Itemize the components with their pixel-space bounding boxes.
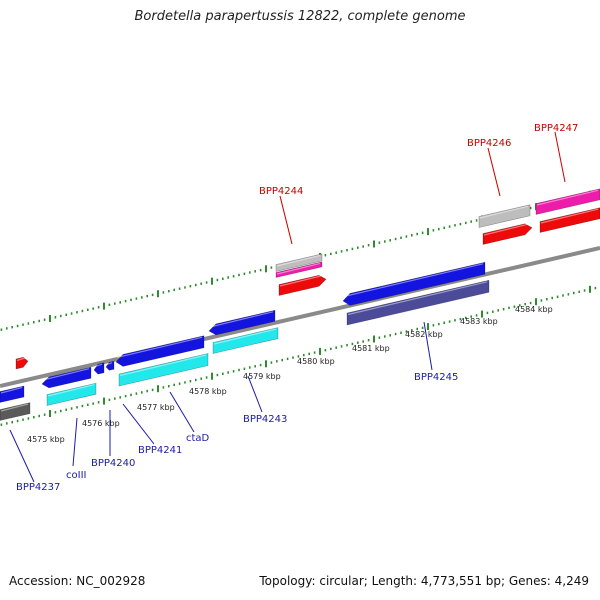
feature-red-4244[interactable] — [278, 274, 327, 296]
feature-red-4246[interactable] — [482, 223, 533, 245]
leader-line-bpp4237 — [9, 429, 35, 483]
gene-label-bpp4241[interactable]: BPP4241 — [138, 445, 182, 456]
feature-magenta-4247-shine — [536, 189, 599, 206]
kbp-marker: 4578 kbp — [189, 387, 227, 396]
feature-red-small-shine — [16, 357, 27, 362]
feature-grey-light-4246[interactable] — [478, 204, 531, 228]
feature-grey-light-4244[interactable] — [275, 253, 323, 272]
gene-label-coiii[interactable]: coIII — [66, 470, 86, 481]
feature-grey-light-4244-shine — [276, 254, 321, 267]
gene-labels: BPP4237 coIII BPP4240 BPP4241 ctaD BPP42… — [16, 123, 578, 493]
leader-line-bpp4244 — [279, 195, 293, 245]
gene-label-bpp4245[interactable]: BPP4245 — [414, 372, 458, 383]
gene-label-bpp4244[interactable]: BPP4244 — [259, 186, 303, 197]
genome-info-text: Topology: circular; Length: 4,773,551 bp… — [259, 574, 589, 588]
leader-line-bpp4241 — [122, 403, 155, 445]
feature-blue-4243-shine — [209, 311, 274, 328]
feature-magenta-4247[interactable] — [535, 188, 600, 215]
feature-blue-coiii-shine — [42, 368, 90, 381]
genome-backbone — [0, 246, 600, 388]
leader-line-ctad — [169, 391, 195, 433]
kbp-marker: 4576 kbp — [82, 419, 120, 428]
feature-red-4247[interactable] — [539, 207, 600, 233]
feature-cyan-ctad-shine — [119, 354, 207, 377]
leader-line-bpp4247 — [554, 131, 566, 183]
feature-slate-4245[interactable] — [346, 279, 490, 326]
kbp-marker: 4581 kbp — [352, 344, 390, 353]
gene-label-bpp4240[interactable]: BPP4240 — [91, 458, 135, 469]
feature-blue-4237-shine — [0, 386, 23, 394]
gene-label-bpp4243[interactable]: BPP4243 — [243, 414, 287, 425]
feature-blue-4241-shine — [116, 336, 203, 359]
inner-tick-row — [0, 285, 600, 426]
gene-label-bpp4246[interactable]: BPP4246 — [467, 138, 511, 149]
feature-red-small[interactable] — [15, 356, 29, 370]
kbp-marker: 4584 kbp — [515, 305, 553, 314]
kbp-marker: 4583 kbp — [460, 317, 498, 326]
gene-label-ctad[interactable]: ctaD — [186, 433, 210, 444]
feature-blue-4241[interactable] — [115, 335, 205, 367]
feature-blue-4243[interactable] — [208, 309, 276, 336]
feature-blue-4240a[interactable] — [93, 362, 105, 375]
feature-cyan-4243-shine — [213, 328, 277, 345]
accession-text: Accession: NC_002928 — [9, 574, 146, 588]
feature-blue-4245-shine — [343, 263, 484, 298]
feature-slate-4245-shine — [347, 281, 488, 316]
leader-lines — [9, 131, 566, 483]
kbp-marker: 4579 kbp — [243, 372, 281, 381]
feature-magenta-4244-shine — [276, 262, 321, 275]
feature-blue-4237[interactable] — [0, 385, 25, 403]
gene-label-bpp4237[interactable]: BPP4237 — [16, 482, 60, 493]
feature-blue-4245[interactable] — [342, 261, 486, 306]
gene-features — [0, 188, 600, 421]
feature-magenta-4244[interactable] — [275, 261, 323, 278]
feature-red-4247-shine — [540, 208, 599, 224]
feature-grey-4237[interactable] — [0, 402, 31, 421]
gene-label-bpp4247[interactable]: BPP4247 — [534, 123, 578, 134]
leader-line-bpp4245 — [423, 321, 433, 371]
feature-cyan-coiii[interactable] — [46, 382, 97, 406]
feature-blue-4240a-shine — [94, 363, 103, 368]
kbp-marker: 4582 kbp — [405, 330, 443, 339]
kbp-markers: 4575 kbp 4576 kbp 4577 kbp 4578 kbp 4579… — [27, 305, 553, 444]
kbp-marker: 4575 kbp — [27, 435, 65, 444]
feature-red-4244-shine — [279, 274, 325, 287]
feature-red-4246-shine — [483, 223, 531, 236]
feature-cyan-4243[interactable] — [212, 327, 279, 354]
feature-grey-4237-shine — [0, 403, 29, 412]
feature-cyan-ctad[interactable] — [118, 353, 209, 387]
leader-line-bpp4243 — [247, 375, 263, 413]
feature-blue-coiii[interactable] — [41, 366, 92, 389]
feature-blue-4240b[interactable] — [105, 360, 115, 371]
feature-cyan-coiii-shine — [47, 384, 95, 397]
leader-line-coiii — [72, 417, 78, 467]
feature-grey-light-4246-shine — [479, 205, 529, 219]
feature-blue-4240b-shine — [106, 362, 113, 366]
leader-line-bpp4246 — [487, 147, 501, 197]
kbp-marker: 4580 kbp — [297, 357, 335, 366]
map-title: Bordetella parapertussis 12822, complete… — [134, 9, 466, 24]
kbp-marker: 4577 kbp — [137, 403, 175, 412]
